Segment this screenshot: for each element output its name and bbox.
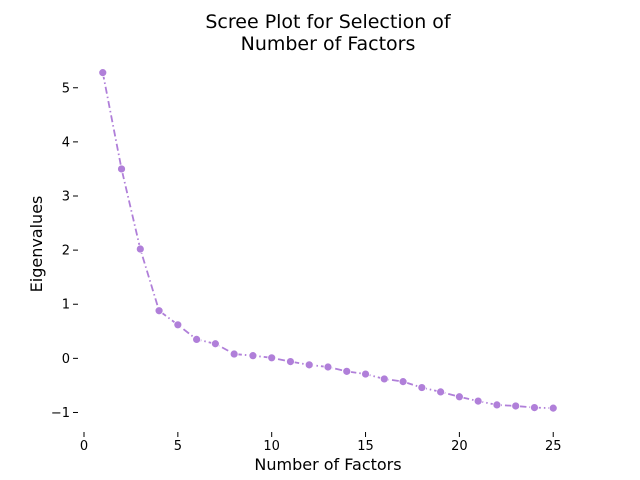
data-point	[530, 403, 539, 413]
data-point	[511, 401, 521, 411]
y-tick-label: 0	[62, 352, 70, 367]
x-tick-label: 25	[545, 439, 562, 454]
chart-title-line-1: Scree Plot for Selection of	[205, 11, 452, 33]
y-tick-label: −1	[51, 406, 70, 421]
chart-title-line-2: Number of Factors	[241, 33, 416, 55]
data-point	[135, 244, 145, 254]
data-point	[304, 360, 314, 370]
data-point	[267, 353, 277, 363]
x-tick-label: 15	[357, 439, 374, 454]
data-point	[229, 349, 239, 359]
data-point	[286, 357, 295, 367]
data-point	[492, 400, 502, 410]
y-axis-label: Eigenvalues	[27, 196, 46, 293]
y-tick-label: 2	[62, 244, 70, 259]
series-layer	[98, 68, 558, 413]
series-line	[101, 72, 554, 410]
y-tick-label: 3	[62, 190, 70, 205]
data-point	[210, 339, 220, 349]
data-point	[398, 377, 408, 387]
x-tick-label: 20	[451, 439, 468, 454]
data-point	[154, 306, 164, 316]
data-point	[248, 351, 258, 361]
axis-ticks: 0 5 10 15 20 25 −1 0 1 2 3 4 5	[51, 81, 562, 454]
y-tick-label: 4	[62, 135, 70, 150]
x-tick-label: 10	[263, 439, 280, 454]
data-point	[173, 320, 183, 330]
data-point	[98, 68, 108, 78]
data-point	[192, 335, 202, 344]
y-tick-label: 1	[62, 298, 70, 313]
data-point	[342, 366, 352, 376]
x-tick-label: 5	[174, 439, 182, 454]
data-point	[473, 396, 483, 406]
data-point	[454, 392, 464, 402]
x-tick-label: 0	[80, 439, 88, 454]
data-point	[417, 383, 427, 392]
data-point	[436, 387, 446, 397]
data-point	[548, 403, 558, 413]
data-point	[117, 164, 126, 174]
x-axis-label: Number of Factors	[254, 455, 401, 474]
data-point	[361, 369, 370, 379]
data-point	[323, 362, 333, 372]
data-point	[379, 374, 389, 384]
y-tick-label: 5	[62, 81, 70, 96]
